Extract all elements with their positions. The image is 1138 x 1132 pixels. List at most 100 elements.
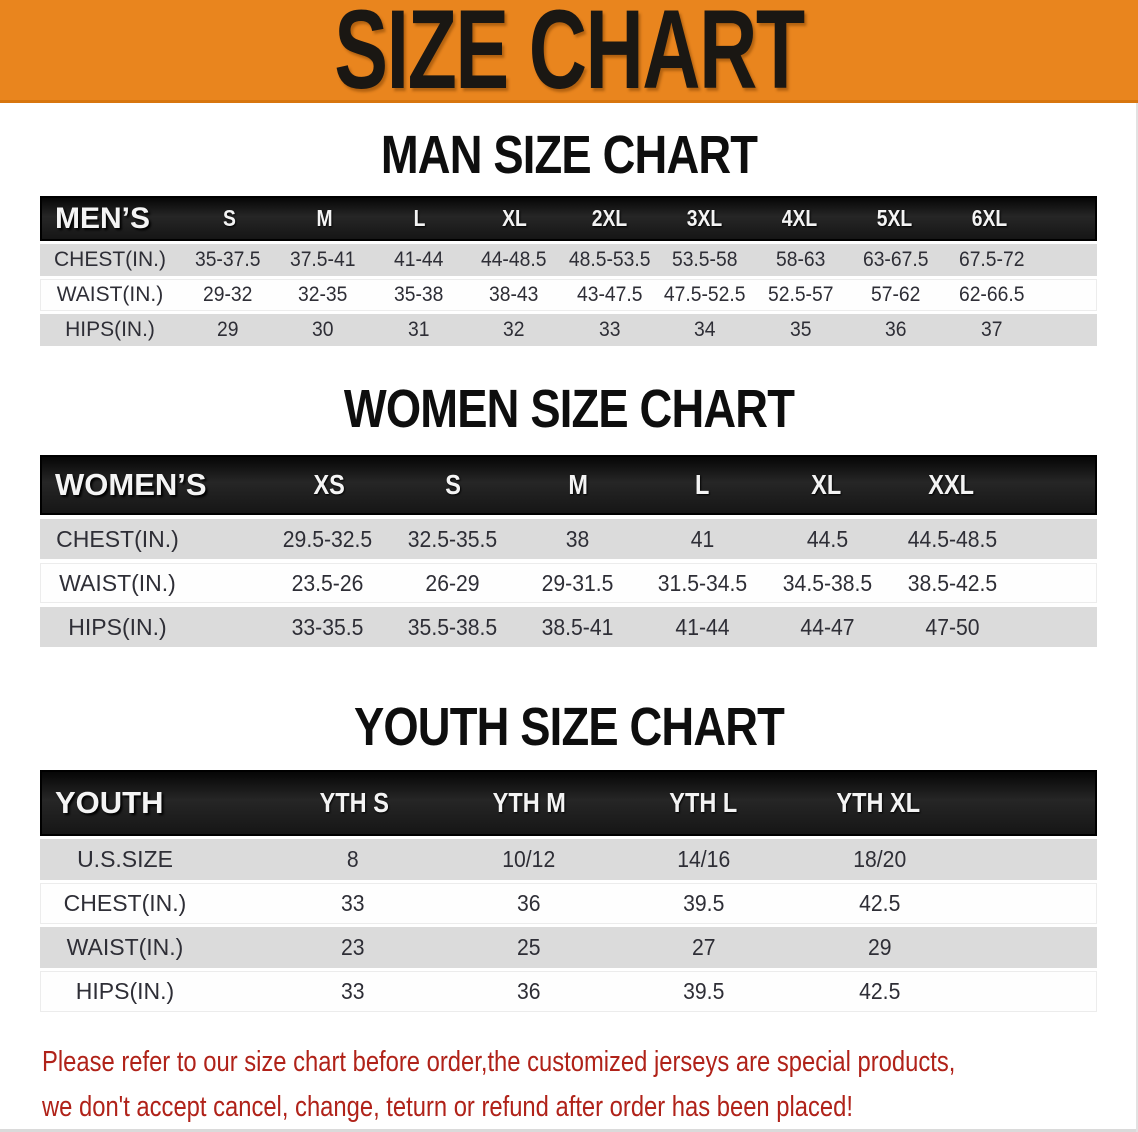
size-column-header: L <box>413 205 426 231</box>
disclaimer-text: Please refer to our size chart before or… <box>42 1040 956 1130</box>
mens-section-title: MAN SIZE CHART <box>380 125 758 185</box>
size-value-cell: 37 <box>980 318 1003 341</box>
size-value-cell: 39.5 <box>683 978 725 1004</box>
size-value-cell: 26-29 <box>425 569 480 596</box>
mens-row-chest-in: CHEST(IN.) 35-37.5 37.5-41 41-44 44-48.5 48.5… <box>40 244 1097 276</box>
size-value-cell: 29-32 <box>203 283 253 306</box>
size-column-header: YTH L <box>669 787 738 818</box>
size-value-cell: 43-47.5 <box>576 283 643 306</box>
size-value-cell: 53.5-58 <box>672 248 738 271</box>
size-value-cell: 42.5 <box>858 978 900 1004</box>
size-column-header: 5XL <box>876 205 913 231</box>
size-column-header: YTH S <box>319 787 389 818</box>
size-value-cell: 62-66.5 <box>958 283 1025 306</box>
youth-row-u-s-size: U.S.SIZE 8 10/12 14/16 18/20 <box>40 839 1097 880</box>
size-value-cell: 36 <box>885 318 907 341</box>
size-value-cell: 67.5-72 <box>958 248 1025 271</box>
womens-row-hips-in: HIPS(IN.) 33-35.5 35.5-38.5 38.5-41 41-44 44-… <box>40 607 1097 647</box>
size-value-cell: 41-44 <box>393 248 444 271</box>
size-value-cell: 36 <box>516 978 541 1004</box>
row-label: HIPS(IN.) <box>75 978 175 1004</box>
mens-header-row: MEN’S S M L XL 2XL 3XL 4XL 5XL 6XL <box>40 196 1097 241</box>
size-value-cell: 36 <box>516 890 541 916</box>
size-value-cell: 35-37.5 <box>194 248 261 271</box>
size-column-header: YTH XL <box>835 787 920 818</box>
size-value-cell: 29 <box>867 934 892 960</box>
size-value-cell: 38.5-41 <box>541 613 614 640</box>
mens-row-hips-in: HIPS(IN.) 29 30 31 32 33 34 35 36 37 <box>40 314 1097 346</box>
size-value-cell: 34 <box>694 318 716 341</box>
youth-row-waist-in: WAIST(IN.) 23 25 27 29 <box>40 927 1097 968</box>
size-value-cell: 39.5 <box>683 890 725 916</box>
size-value-cell: 35.5-38.5 <box>407 613 498 640</box>
size-value-cell: 32 <box>503 318 525 341</box>
size-value-cell: 47.5-52.5 <box>664 283 746 306</box>
row-label: HIPS(IN.) <box>65 318 155 341</box>
size-value-cell: 38-43 <box>489 283 539 306</box>
size-value-cell: 35 <box>789 318 812 341</box>
youth-size-table: YOUTH YTH S YTH M YTH L YTH XL U.S.SIZE 8 10/12… <box>40 770 1097 1012</box>
size-value-cell: 44.5-48.5 <box>907 525 998 552</box>
disclaimer-line-1: Please refer to our size chart before or… <box>42 1046 956 1078</box>
size-value-cell: 38 <box>565 525 590 552</box>
size-column-header: XS <box>313 469 345 500</box>
size-value-cell: 14/16 <box>677 846 731 872</box>
womens-section-title: WOMEN SIZE CHART <box>343 379 795 439</box>
size-value-cell: 44.5 <box>806 525 849 552</box>
size-value-cell: 33 <box>340 890 365 916</box>
size-value-cell: 48.5-53.5 <box>568 248 651 271</box>
size-value-cell: 31.5-34.5 <box>657 569 748 596</box>
youth-header-label: YOUTH <box>55 785 164 820</box>
womens-header-label: WOMEN’S <box>55 467 207 502</box>
youth-section-title: YOUTH SIZE CHART <box>353 697 785 757</box>
size-value-cell: 18/20 <box>852 846 906 872</box>
disclaimer-line-2: we don't accept cancel, change, teturn o… <box>42 1091 853 1123</box>
size-value-cell: 23.5-26 <box>291 569 364 596</box>
size-value-cell: 47-50 <box>925 613 980 640</box>
size-value-cell: 29-31.5 <box>541 569 614 596</box>
size-value-cell: 57-62 <box>871 283 921 306</box>
size-value-cell: 41 <box>690 525 715 552</box>
size-column-header: YTH M <box>492 787 566 818</box>
size-value-cell: 32.5-35.5 <box>407 525 498 552</box>
size-column-header: M <box>568 469 588 500</box>
size-value-cell: 32-35 <box>298 283 348 306</box>
size-column-header: XL <box>502 205 527 231</box>
size-value-cell: 10/12 <box>501 846 555 872</box>
mens-row-waist-in: WAIST(IN.) 29-32 32-35 35-38 38-43 43-47.5 47.… <box>40 279 1097 311</box>
size-value-cell: 42.5 <box>858 890 900 916</box>
size-column-header: L <box>694 469 710 500</box>
row-label: HIPS(IN.) <box>68 613 167 640</box>
size-value-cell: 37.5-41 <box>290 248 356 271</box>
size-value-cell: 29 <box>216 318 239 341</box>
size-column-header: XXL <box>927 469 974 500</box>
youth-row-hips-in: HIPS(IN.) 33 36 39.5 42.5 <box>40 971 1097 1012</box>
size-value-cell: 41-44 <box>675 613 730 640</box>
row-label: CHEST(IN.) <box>56 525 179 552</box>
row-label: CHEST(IN.) <box>54 248 166 271</box>
size-value-cell: 52.5-57 <box>767 283 834 306</box>
row-label: CHEST(IN.) <box>63 890 187 916</box>
womens-header-row: WOMEN’S XS S M L XL XXL <box>40 455 1097 515</box>
youth-row-chest-in: CHEST(IN.) 33 36 39.5 42.5 <box>40 883 1097 924</box>
size-value-cell: 63-67.5 <box>863 248 929 271</box>
mens-header-label: MEN’S <box>55 201 151 235</box>
row-label: WAIST(IN.) <box>59 569 176 596</box>
size-column-header: S <box>445 469 462 500</box>
row-label: U.S.SIZE <box>77 846 173 872</box>
size-value-cell: 35-38 <box>393 283 444 306</box>
row-label: WAIST(IN.) <box>56 283 164 306</box>
size-value-cell: 31 <box>407 318 430 341</box>
size-value-cell: 27 <box>691 934 716 960</box>
size-column-header: 2XL <box>591 205 628 231</box>
size-value-cell: 58-63 <box>775 248 826 271</box>
size-value-cell: 33 <box>598 318 621 341</box>
size-value-cell: 25 <box>516 934 541 960</box>
size-column-header: XL <box>811 469 842 500</box>
size-value-cell: 23 <box>340 934 365 960</box>
womens-row-waist-in: WAIST(IN.) 23.5-26 26-29 29-31.5 31.5-34.5 34… <box>40 563 1097 603</box>
size-column-header: 6XL <box>971 205 1008 231</box>
size-value-cell: 44-48.5 <box>481 248 547 271</box>
size-chart-banner: SIZE CHART <box>0 0 1138 106</box>
